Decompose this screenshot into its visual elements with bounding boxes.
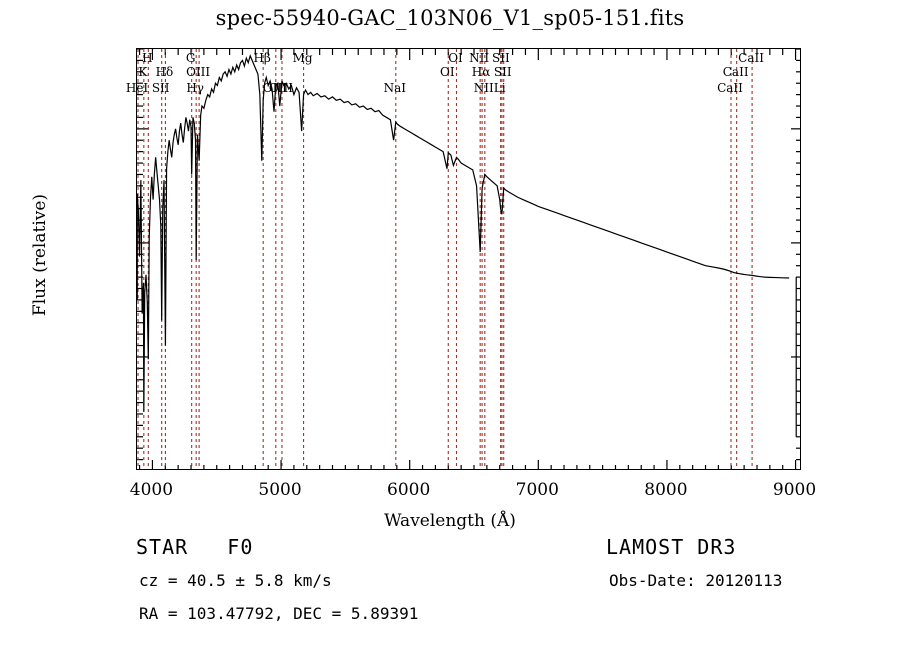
line-label-K-3933: K (138, 65, 148, 79)
cz-value: cz = 40.5 ± 5.8 km/s (139, 571, 332, 590)
line-label-G-4305: G (185, 51, 196, 65)
line-label-CaII-8542: CaII (722, 65, 749, 79)
line-label-OIII-5007: OIII (268, 81, 293, 95)
line-label-H-4101: Hδ (155, 65, 174, 79)
x-tick-9000: 9000 (772, 480, 817, 500)
line-label-HeI-3888: HeI (125, 81, 149, 95)
line-label-Mg-5175: Mg (292, 51, 313, 65)
line-label-OI-6300: OI (439, 65, 455, 79)
line-label-NII-6584: NII (473, 81, 494, 95)
x-tick-8000: 8000 (644, 480, 688, 500)
line-label-H-6563: Hα (471, 65, 491, 79)
spectrum-canvas (137, 49, 800, 469)
line-label-OIII-4363: OIII (186, 65, 211, 79)
line-label-H-4340: Hγ (186, 81, 204, 95)
line-label-NaI-5892: NaI (383, 81, 406, 95)
spectrum-plot-area (136, 48, 801, 470)
x-tick-4000: 4000 (129, 480, 174, 500)
line-label-SII-4072: SII (151, 81, 170, 95)
obs-date: Obs-Date: 20120113 (609, 571, 783, 590)
x-tick-6000: 6000 (387, 480, 431, 500)
line-label-Li-6707: Li (493, 81, 506, 95)
line-label-SII-6717: SII (492, 51, 510, 65)
line-label-OIII-4959: OIII (262, 81, 287, 95)
line-label-CaII-8662: CaII (738, 51, 764, 65)
line-label-H-3968: H (142, 51, 153, 65)
x-axis-label: Wavelength (Å) (384, 511, 516, 531)
line-label-CaII-8498: CaII (717, 81, 743, 95)
line-label-SII-6731: SII (493, 65, 512, 79)
object-type: STAR (136, 535, 189, 559)
line-label-OI-6364: OI (448, 51, 463, 65)
line-label-NII-6548: NII (469, 51, 490, 65)
survey-label: LAMOST DR3 (606, 535, 737, 559)
line-label-H-4861: Hβ (253, 51, 271, 65)
object-type-label: STAR F0 (136, 535, 253, 559)
x-tick-7000: 7000 (515, 480, 559, 500)
x-tick-5000: 5000 (258, 480, 302, 500)
spectral-class: F0 (227, 535, 254, 559)
coordinates: RA = 103.47792, DEC = 5.89391 (139, 604, 419, 623)
page-title: spec-55940-GAC_103N06_V1_sp05-151.fits (215, 6, 685, 30)
